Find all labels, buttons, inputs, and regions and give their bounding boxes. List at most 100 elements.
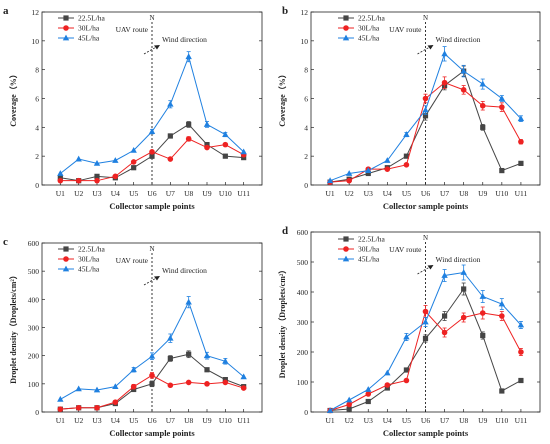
legend-entry: 30L/ha [338, 24, 380, 33]
legend-marker [343, 15, 349, 21]
data-point [422, 106, 429, 113]
data-point [499, 104, 505, 110]
north-label: N [149, 245, 154, 253]
y-tick-label: 400 [28, 295, 40, 304]
x-tick-label: U7 [440, 189, 449, 198]
legend-entry: 30L/ha [338, 245, 380, 254]
data-point [149, 153, 155, 159]
data-point [131, 165, 137, 171]
legend-label: 22.5L/ha [358, 14, 386, 23]
x-tick-label: U9 [478, 189, 487, 198]
data-point [203, 121, 211, 127]
data-point [57, 177, 64, 184]
data-point [75, 404, 82, 411]
y-tick-label: 12 [32, 8, 40, 17]
y-tick-label: 600 [297, 228, 309, 237]
legend-entry: 22.5L/ha [338, 235, 386, 244]
legend-marker [63, 246, 69, 252]
data-point [365, 398, 371, 405]
data-point [186, 121, 192, 128]
data-point [517, 321, 525, 328]
uav-route-label: UAV route [116, 25, 149, 34]
x-tick-label: U5 [129, 189, 138, 198]
data-point [130, 159, 137, 165]
x-tick-label: U2 [74, 189, 83, 198]
data-point [148, 352, 156, 359]
data-point [498, 95, 506, 101]
y-tick-label: 0 [304, 408, 308, 417]
data-point [185, 53, 192, 60]
data-point [222, 153, 228, 159]
data-point [167, 355, 173, 362]
series-30L/ha [327, 305, 524, 414]
data-point [57, 406, 64, 412]
legend-marker [343, 236, 349, 242]
x-tick-label: U8 [184, 189, 193, 198]
x-tick-label: U10 [219, 189, 232, 198]
x-tick-label: U9 [202, 416, 211, 425]
data-point [57, 395, 64, 402]
x-axis-label: Collector sample points [383, 201, 469, 211]
legend-label: 30L/ha [358, 24, 380, 33]
wind-direction-label: Wind direction [436, 35, 481, 44]
north-label: N [423, 234, 428, 242]
data-point [130, 383, 137, 390]
x-tick-label: U7 [440, 416, 449, 425]
x-tick-label: U3 [92, 416, 101, 425]
panel-letter: c [3, 236, 8, 248]
y-tick-label: 10 [301, 37, 309, 46]
data-point [149, 149, 155, 155]
data-point [403, 153, 410, 159]
legend-entry: 22.5L/ha [338, 14, 386, 23]
data-point [403, 162, 410, 168]
x-tick-label: U6 [421, 416, 430, 425]
y-axis-label: Coverage（%） [8, 70, 18, 126]
x-tick-label: U10 [219, 416, 232, 425]
legend-marker [62, 265, 70, 272]
data-point [112, 157, 119, 163]
y-tick-label: 0 [35, 181, 39, 190]
data-point [203, 352, 211, 359]
x-tick-label: U4 [383, 416, 392, 425]
y-tick-label: 200 [297, 348, 309, 357]
data-point [94, 404, 100, 411]
north-label: N [149, 14, 154, 22]
x-tick-label: U9 [478, 416, 487, 425]
y-axis-label: Droplet density（Droplets/cm²） [8, 271, 18, 384]
legend-label: 22.5L/ha [78, 14, 106, 23]
x-tick-label: U9 [202, 189, 211, 198]
data-point [346, 406, 352, 412]
legend-marker [343, 25, 349, 31]
wind-arrow-head [427, 45, 434, 50]
x-tick-label: U3 [364, 416, 373, 425]
data-point [441, 272, 448, 278]
data-point [112, 383, 119, 390]
legend-entry: 45L/ha [58, 265, 100, 274]
x-tick-label: U5 [129, 416, 138, 425]
x-tick-label: U7 [166, 189, 175, 198]
data-point [480, 332, 486, 339]
data-point [240, 373, 247, 380]
legend-entry: 45L/ha [338, 34, 380, 43]
x-tick-label: U11 [515, 416, 528, 425]
x-tick-label: U2 [74, 416, 83, 425]
chart-panel-d: 0 100 200 300 400 500 600 U1 U2 U3 U4 U5 U6 U7 U8 U9 U10… [277, 225, 541, 438]
wind-arrow-line [417, 45, 432, 55]
data-point [479, 310, 486, 316]
legend-entry: 45L/ha [58, 34, 100, 43]
legend-entry: 22.5L/ha [58, 14, 106, 23]
y-tick-label: 300 [28, 324, 40, 333]
y-tick-label: 4 [35, 123, 39, 132]
legend-label: 30L/ha [78, 24, 100, 33]
data-point [240, 385, 247, 391]
legend-label: 45L/ha [78, 265, 100, 274]
y-tick-label: 300 [297, 318, 309, 327]
data-point [204, 381, 210, 387]
data-point [222, 379, 229, 386]
y-tick-label: 8 [35, 66, 39, 75]
data-point [222, 131, 229, 137]
data-point [345, 396, 353, 403]
x-tick-label: U6 [147, 416, 156, 425]
x-tick-label: U8 [459, 416, 468, 425]
